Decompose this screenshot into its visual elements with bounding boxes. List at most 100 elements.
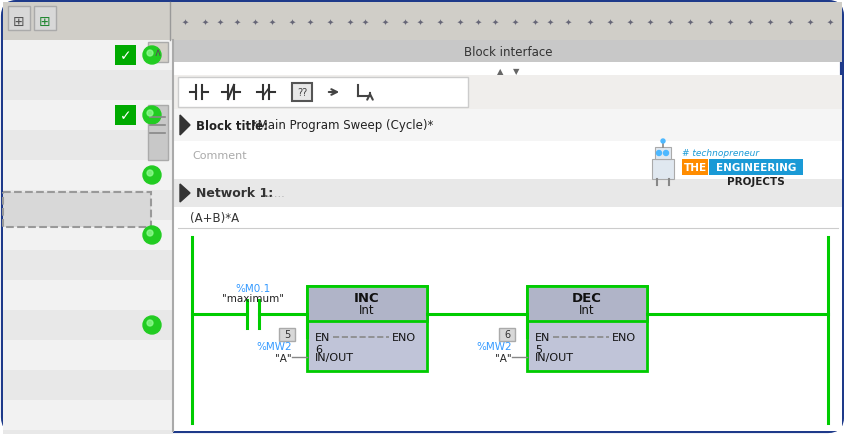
Text: ✦: ✦ [606, 17, 613, 26]
Bar [115, 106, 136, 126]
Bar [681, 160, 707, 176]
Text: # technopreneur: # technopreneur [681, 149, 758, 158]
Text: 5: 5 [284, 329, 289, 339]
Bar [652, 160, 674, 180]
Text: Comment: Comment [192, 151, 246, 161]
Circle shape [147, 230, 153, 237]
Bar [3, 370, 173, 400]
Text: ✦: ✦ [625, 17, 633, 26]
Text: ✦: ✦ [646, 17, 652, 26]
Bar [3, 101, 173, 131]
Text: IN/OUT: IN/OUT [534, 352, 573, 362]
Bar [527, 286, 647, 371]
Bar [306, 286, 426, 321]
Text: ENO: ENO [611, 332, 636, 342]
Text: ✦: ✦ [436, 17, 443, 26]
Text: ⊞: ⊞ [39, 15, 51, 29]
Bar [3, 340, 173, 370]
Text: ✦: ✦ [381, 17, 388, 26]
Text: ▲: ▲ [496, 67, 503, 76]
Text: *Main Program Sweep (Cycle)*: *Main Program Sweep (Cycle)* [247, 119, 433, 132]
Text: Network 1:: Network 1: [196, 187, 273, 200]
Text: ✦: ✦ [586, 17, 592, 26]
Text: ✓: ✓ [120, 109, 132, 123]
Text: ✦: ✦ [706, 17, 712, 26]
Text: "A": "A" [275, 353, 292, 363]
Text: Block title:: Block title: [196, 119, 272, 132]
Text: ✦: ✦ [685, 17, 693, 26]
Text: ✦: ✦ [726, 17, 733, 26]
Circle shape [147, 320, 153, 326]
Text: ✦: ✦ [416, 17, 423, 26]
Text: ✦: ✦ [361, 17, 368, 26]
Text: 6: 6 [315, 344, 322, 354]
Circle shape [663, 151, 668, 156]
Circle shape [147, 51, 153, 57]
Circle shape [143, 316, 161, 334]
Bar [174, 180, 841, 207]
Text: ✦: ✦ [805, 17, 813, 26]
Bar [708, 160, 802, 176]
Bar [3, 310, 173, 340]
Bar [279, 328, 295, 341]
Polygon shape [180, 116, 190, 136]
Text: Block interface: Block interface [463, 46, 552, 58]
Bar [178, 78, 468, 108]
Text: ✦: ✦ [233, 17, 241, 26]
Bar [174, 141, 841, 180]
Bar [499, 328, 514, 341]
Text: ✦: ✦ [564, 17, 571, 26]
Bar [3, 161, 173, 191]
Bar [3, 430, 173, 434]
Text: ✦: ✦ [181, 17, 188, 26]
Circle shape [143, 107, 161, 125]
FancyBboxPatch shape [3, 3, 841, 431]
Text: ✦: ✦ [474, 17, 481, 26]
Text: ✦: ✦ [288, 17, 295, 26]
Text: ✦: ✦ [666, 17, 673, 26]
Bar [34, 7, 56, 31]
Bar [3, 250, 173, 280]
Text: ??: ?? [296, 88, 306, 98]
Text: ✦: ✦ [268, 17, 275, 26]
Bar [174, 207, 841, 230]
Text: ✦: ✦ [306, 17, 313, 26]
Circle shape [147, 171, 153, 177]
Circle shape [656, 151, 661, 156]
Text: IN/OUT: IN/OUT [315, 352, 354, 362]
Bar [174, 41, 841, 63]
Bar [3, 400, 173, 430]
Bar [654, 148, 670, 160]
Circle shape [147, 111, 153, 117]
Bar [306, 286, 426, 371]
Text: THE: THE [683, 163, 706, 173]
Text: ✦: ✦ [201, 17, 208, 26]
Text: ✦: ✦ [745, 17, 753, 26]
Bar [527, 286, 647, 321]
Text: ✦: ✦ [766, 17, 772, 26]
Text: ▼: ▼ [512, 67, 518, 76]
Text: ✦: ✦ [511, 17, 518, 26]
Bar [3, 193, 151, 227]
Text: 6: 6 [503, 329, 510, 339]
Bar [3, 3, 841, 41]
Text: ✦: ✦ [252, 17, 258, 26]
Text: ✦: ✦ [786, 17, 793, 26]
Text: EN: EN [534, 332, 549, 342]
Bar [174, 110, 841, 141]
Bar [8, 7, 30, 31]
Text: ✓: ✓ [120, 49, 132, 63]
Text: %MW2: %MW2 [476, 341, 511, 351]
Text: ✦: ✦ [825, 17, 832, 26]
Circle shape [143, 47, 161, 65]
Bar [115, 46, 136, 66]
Bar [3, 41, 173, 71]
Text: 5: 5 [534, 344, 541, 354]
Text: ✦: ✦ [216, 17, 223, 26]
Circle shape [143, 167, 161, 184]
Text: ✦: ✦ [491, 17, 498, 26]
Bar [148, 43, 168, 63]
Text: ✦: ✦ [546, 17, 553, 26]
Text: ENGINEERING: ENGINEERING [715, 163, 795, 173]
Text: %MW2: %MW2 [256, 341, 292, 351]
